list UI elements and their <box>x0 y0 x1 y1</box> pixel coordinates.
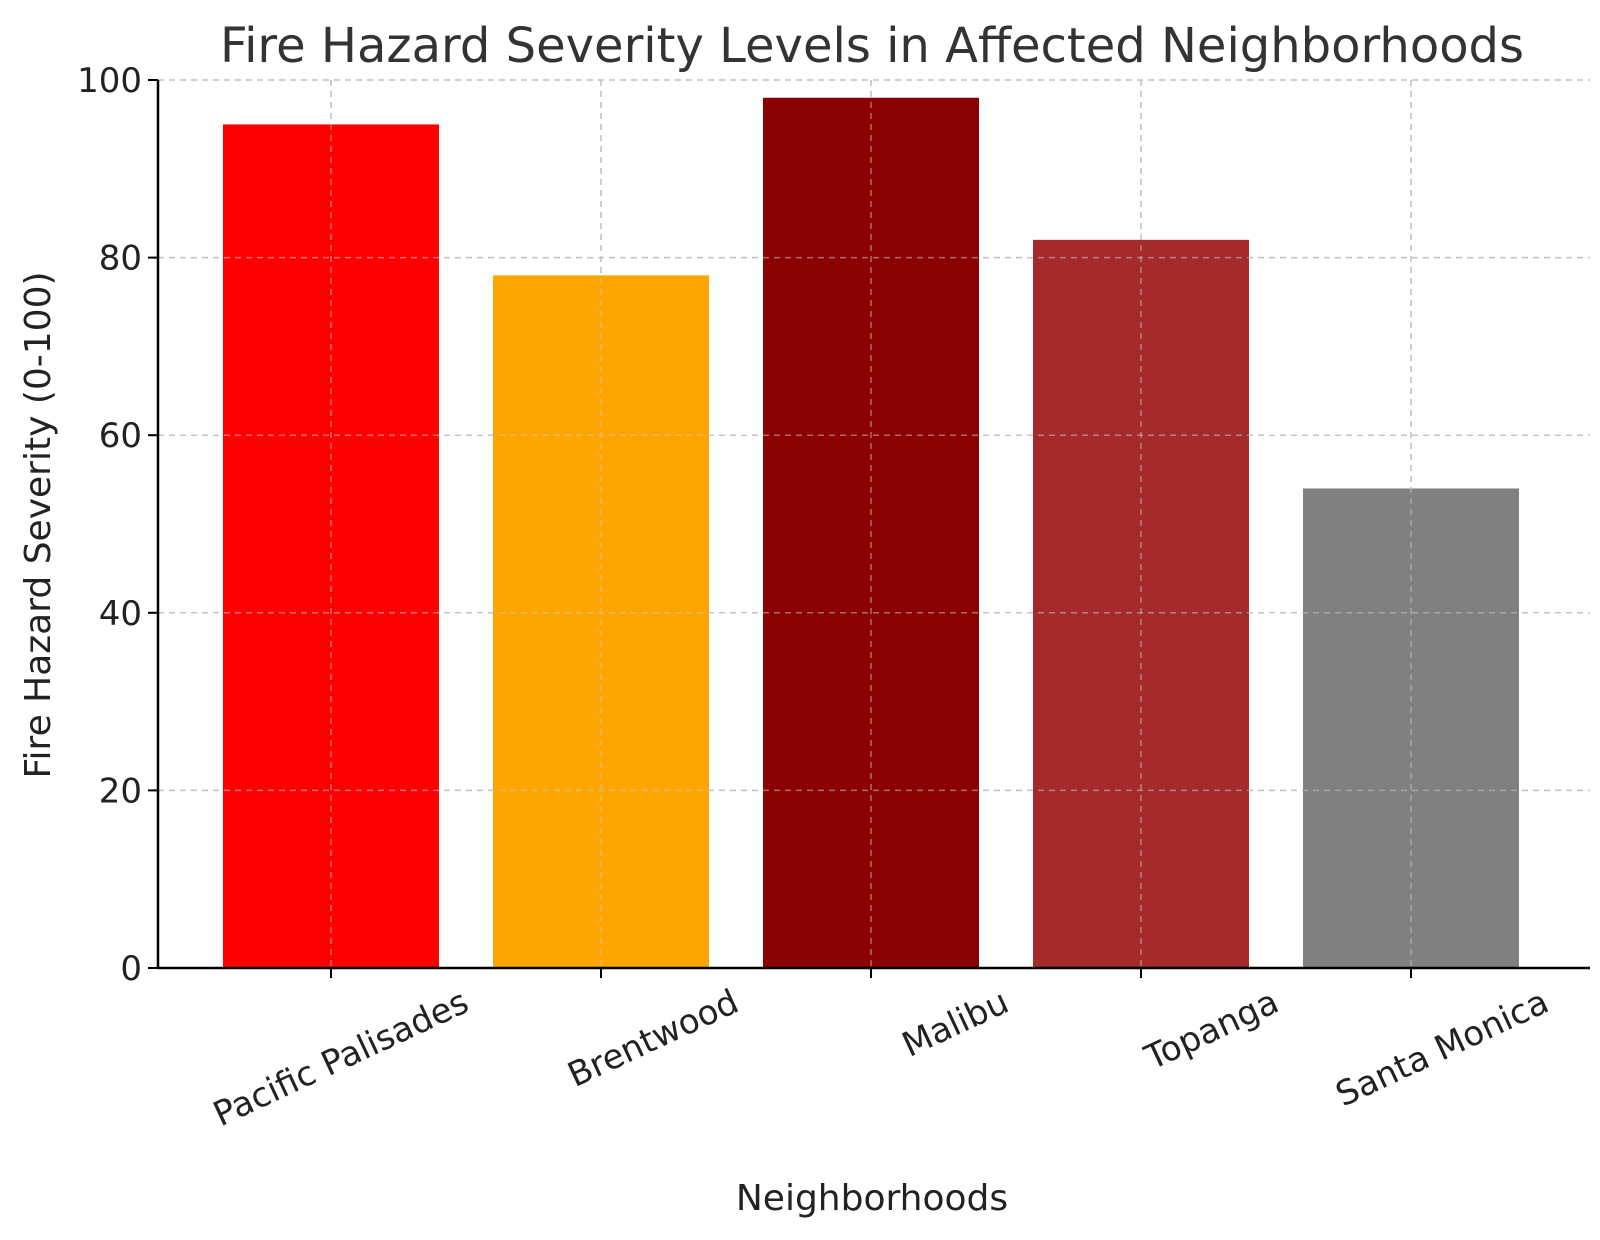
y-tick-label: 40 <box>99 594 142 634</box>
x-tick-label: Pacific Palisades <box>207 982 474 1135</box>
y-axis-label: Fire Hazard Severity (0-100) <box>18 271 59 778</box>
y-tick-label: 80 <box>99 239 142 279</box>
x-axis-label: Neighborhoods <box>736 1178 1008 1219</box>
x-tick-label: Santa Monica <box>1330 982 1555 1115</box>
y-tick-label: 100 <box>77 61 142 101</box>
y-tick-label: 20 <box>99 771 142 811</box>
x-tick-label: Topanga <box>1138 982 1285 1079</box>
y-tick-label: 0 <box>120 949 142 989</box>
y-tick-label: 60 <box>99 416 142 456</box>
x-tick-labels: Pacific Palisades Brentwood Malibu Topanga S… <box>207 982 1554 1135</box>
x-tick-label: Malibu <box>896 982 1015 1066</box>
x-tick-label: Brentwood <box>562 982 745 1096</box>
chart-title: Fire Hazard Severity Levels in Affected … <box>220 18 1524 74</box>
bar-topanga <box>1033 239 1249 969</box>
y-tick-labels: 0 20 40 60 80 100 <box>77 61 142 989</box>
bars <box>158 79 1590 969</box>
axes <box>148 79 1590 978</box>
